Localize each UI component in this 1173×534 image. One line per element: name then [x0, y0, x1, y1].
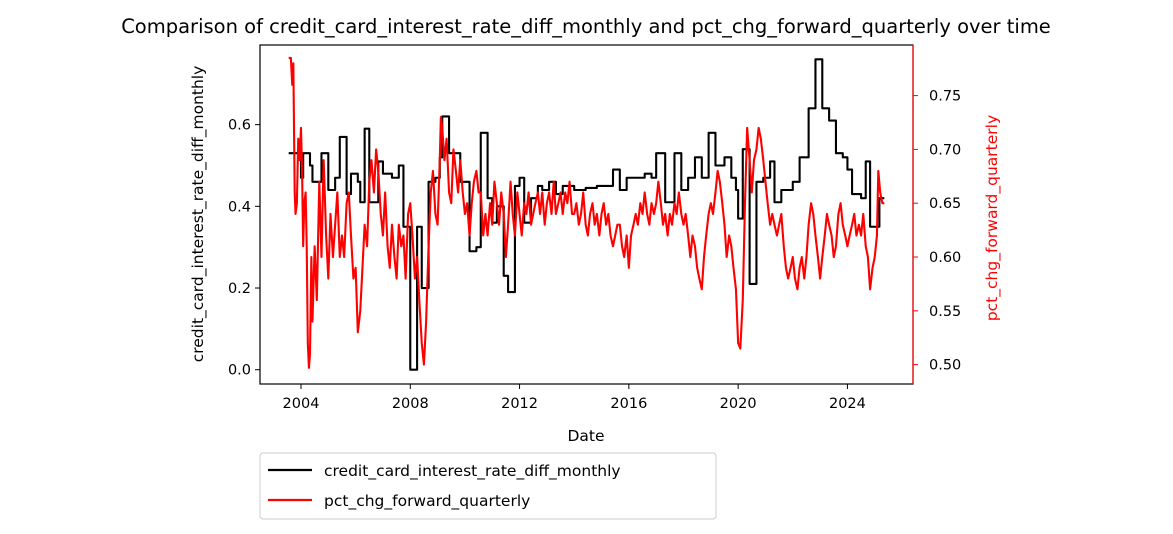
y-right-tick-label: 0.50	[929, 358, 961, 374]
legend-label-right-series: pct_chg_forward_quarterly	[324, 492, 530, 511]
y-left-tick-label: 0.2	[228, 281, 251, 297]
x-tick-label: 2020	[720, 396, 757, 412]
y-left-tick-label: 0.6	[228, 118, 251, 134]
y-right-tick-label: 0.65	[929, 196, 961, 212]
legend-box	[259, 452, 717, 520]
y-axis-left-label: credit_card_interest_rate_diff_monthly	[189, 66, 208, 363]
x-tick-label: 2012	[501, 396, 538, 412]
y-left-tick-label: 0.4	[228, 199, 251, 215]
x-tick-label: 2004	[283, 396, 320, 412]
x-axis: 2004 2008 2012 2016 2020 2024	[283, 384, 866, 412]
y-right-tick-label: 0.55	[929, 304, 961, 320]
legend: credit_card_interest_rate_diff_monthly p…	[259, 452, 717, 520]
y-axis-right: 0.50 0.55 0.60 0.65 0.70 0.75	[913, 89, 961, 374]
x-tick-label: 2024	[829, 396, 866, 412]
x-tick-label: 2016	[610, 396, 647, 412]
chart-title: Comparison of credit_card_interest_rate_…	[121, 15, 1051, 38]
y-axis-left: 0.0 0.2 0.4 0.6	[228, 118, 260, 379]
y-left-tick-label: 0.0	[228, 363, 251, 379]
y-right-tick-label: 0.75	[929, 89, 961, 105]
series-line-left	[288, 58, 885, 371]
legend-label-left-series: credit_card_interest_rate_diff_monthly	[324, 462, 621, 481]
series-line-right	[288, 56, 885, 369]
x-axis-label: Date	[567, 427, 604, 445]
y-right-tick-label: 0.60	[929, 250, 961, 266]
y-axis-right-label: pct_chg_forward_quarterly	[983, 115, 1002, 321]
plot-series-group	[288, 56, 885, 371]
x-tick-label: 2008	[392, 396, 429, 412]
y-right-tick-label: 0.70	[929, 142, 961, 158]
